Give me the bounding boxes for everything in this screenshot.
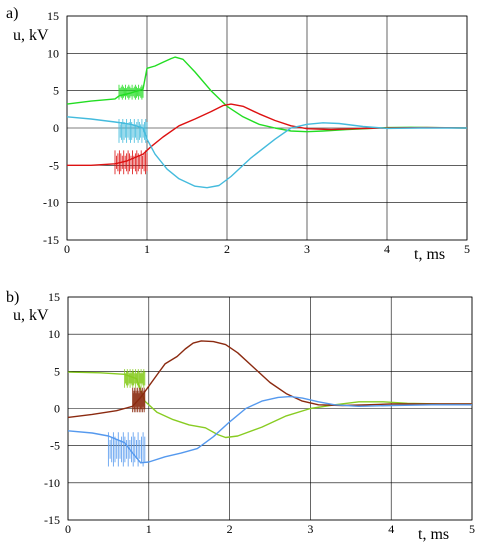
panel-b-series xyxy=(67,340,472,467)
panel-a-series-3-line xyxy=(66,116,467,189)
panel-a-x-tick-label: 4 xyxy=(384,242,390,256)
panel-b-series-1-line xyxy=(67,371,472,439)
panel-a-x-tick-label: 2 xyxy=(224,242,230,256)
panel-b: b) u, kV t, ms 15 10 5 0 -5 -10 -15 0 1 2 3 4 5 xyxy=(6,289,475,543)
panel-a-series xyxy=(66,56,468,189)
panel-a-y-tick-label: -5 xyxy=(49,158,59,172)
panel-b-x-tick-label: 1 xyxy=(146,522,152,536)
panel-b-label: b) xyxy=(6,289,19,306)
panel-a-x-tick-label: 3 xyxy=(304,242,310,256)
panel-b-x-tick-label: 2 xyxy=(227,522,233,536)
panel-a-series-1-oscillation xyxy=(118,84,144,100)
panel-a-y-tick-label: 0 xyxy=(53,121,59,135)
panel-a: a) u, kV t, ms 15 10 5 0 -5 -10 -15 0 1 2 3 4 5 xyxy=(6,5,470,263)
panel-a-y-axis-label: u, kV xyxy=(13,27,49,44)
panel-a-y-tick-label: 5 xyxy=(53,84,59,98)
panel-b-grid xyxy=(67,296,473,521)
panel-b-y-tick-label: -10 xyxy=(44,476,60,490)
panel-b-y-tick-label: -15 xyxy=(44,513,60,527)
panel-b-y-tick-label: 0 xyxy=(54,402,60,416)
panel-b-x-tick-label: 0 xyxy=(65,522,71,536)
panel-b-series-3-oscillation xyxy=(107,432,146,467)
panel-a-y-ticks: 15 10 5 0 -5 -10 -15 xyxy=(43,9,59,247)
panel-b-y-tick-label: 5 xyxy=(54,364,60,378)
panel-b-y-tick-label: 10 xyxy=(48,327,60,341)
panel-b-y-ticks: 15 10 5 0 -5 -10 -15 xyxy=(44,290,60,527)
panel-a-x-tick-label: 0 xyxy=(64,242,70,256)
panel-a-x-tick-label: 5 xyxy=(464,242,470,256)
panel-a-series-2-line xyxy=(67,103,468,167)
panel-b-y-tick-label: 15 xyxy=(48,290,60,304)
panel-a-x-tick-label: 1 xyxy=(144,242,150,256)
panel-b-x-tick-label: 3 xyxy=(307,522,313,536)
panel-b-x-tick-label: 4 xyxy=(388,522,394,536)
panel-a-y-tick-label: -15 xyxy=(43,233,59,247)
panel-b-y-axis-label: u, kV xyxy=(13,307,49,324)
panel-a-y-tick-label: 10 xyxy=(47,46,59,60)
panel-a-y-tick-label: -10 xyxy=(43,196,59,210)
panel-a-y-tick-label: 15 xyxy=(47,9,59,23)
panel-b-x-ticks: 0 1 2 3 4 5 xyxy=(65,522,475,536)
panel-a-x-axis-label: t, ms xyxy=(414,246,445,263)
panel-b-x-axis-label: t, ms xyxy=(418,526,449,543)
panel-b-y-tick-label: -5 xyxy=(50,439,60,453)
panel-b-series-3-line xyxy=(67,395,472,464)
panel-a-label: a) xyxy=(6,5,18,22)
panel-b-x-tick-label: 5 xyxy=(469,522,475,536)
panel-a-x-ticks: 0 1 2 3 4 5 xyxy=(64,242,470,256)
